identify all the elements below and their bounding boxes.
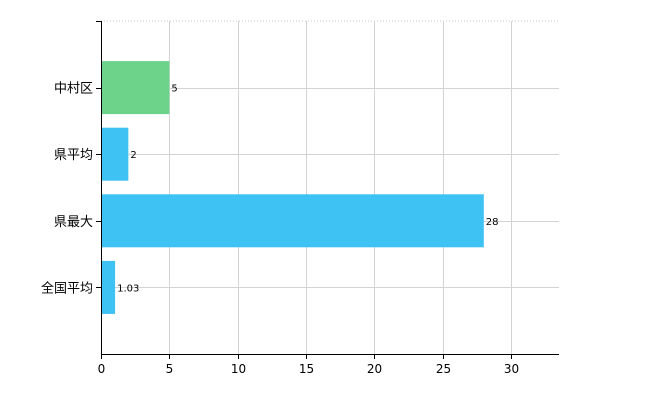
category-label: 県平均 [54, 148, 93, 163]
data-label: 2 [130, 150, 136, 161]
x-tick-label: 15 [299, 362, 314, 376]
bar [101, 127, 129, 181]
data-label: 5 [171, 84, 177, 95]
category-label: 中村区 [54, 82, 93, 97]
bar [101, 194, 484, 248]
category-label: 県最大 [54, 215, 93, 230]
x-tick-label: 30 [504, 362, 519, 376]
x-tick-label: 10 [231, 362, 246, 376]
data-label: 1.03 [117, 283, 139, 294]
x-tick-label: 25 [436, 362, 451, 376]
x-tick-label: 5 [166, 362, 174, 376]
bar [101, 260, 116, 314]
x-tick-label: 20 [367, 362, 382, 376]
data-label: 28 [486, 217, 499, 228]
x-tick-label: 0 [98, 362, 106, 376]
category-label: 全国平均 [41, 280, 93, 296]
bar [101, 61, 170, 115]
